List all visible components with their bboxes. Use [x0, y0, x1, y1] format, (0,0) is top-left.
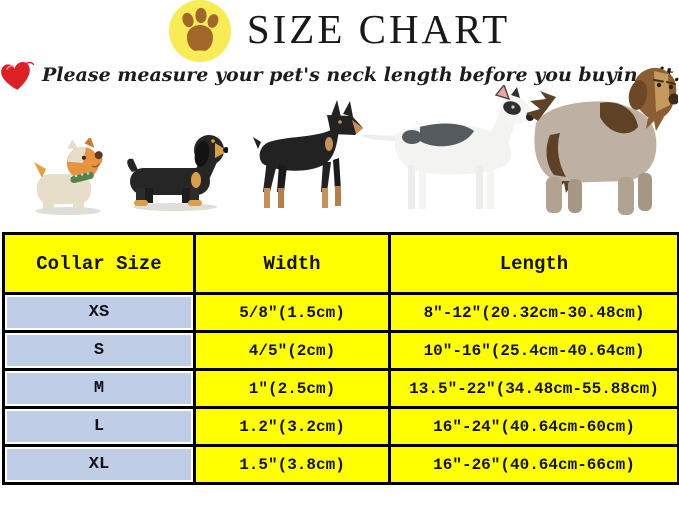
- page-title: SIZE CHART: [246, 6, 511, 52]
- width-cell: 4/5"(2cm): [193, 330, 391, 371]
- length-cell: 8"-12"(20.32cm-30.48cm): [388, 292, 679, 333]
- length-cell: 10"-16"(25.4cm-40.64cm): [388, 330, 679, 371]
- size-chart-table: Collar Size Width Length XS 5/8"(1.5cm) …: [2, 232, 679, 485]
- table-row-s: S 4/5"(2cm) 10"-16"(25.4cm-40.64cm): [2, 330, 679, 371]
- table-row-xs: XS 5/8"(1.5cm) 8"-12"(20.32cm-30.48cm): [2, 292, 679, 333]
- width-cell: 1.5"(3.8cm): [193, 444, 391, 485]
- column-header-width: Width: [193, 232, 391, 295]
- width-cell: 1.2"(3.2cm): [193, 406, 391, 447]
- table-header-row: Collar Size Width Length: [2, 232, 679, 295]
- table-row-l: L 1.2"(3.2cm) 16"-24"(40.64cm-60cm): [2, 406, 679, 447]
- dachshund-illustration: [127, 135, 228, 211]
- column-header-length: Length: [388, 232, 679, 295]
- heart-icon: [1, 61, 35, 90]
- width-cell: 1"(2.5cm): [193, 368, 391, 409]
- table-row-m: M 1"(2.5cm) 13.5"-22"(34.48cm-55.88cm): [2, 368, 679, 409]
- notice-line: Please measure your pet's neck length be…: [0, 58, 679, 92]
- bull-terrier-illustration: [361, 85, 534, 209]
- size-cell: L: [2, 406, 196, 447]
- page-header: SIZE CHART: [0, 0, 679, 62]
- length-cell: 16"-26"(40.64cm-66cm): [388, 444, 679, 485]
- size-cell: S: [2, 330, 196, 371]
- width-cell: 5/8"(1.5cm): [193, 292, 391, 333]
- size-cell: XL: [2, 444, 196, 485]
- size-cell: XS: [2, 292, 196, 333]
- table-row-xl: XL 1.5"(3.8cm) 16"-26"(40.64cm-66cm): [2, 444, 679, 485]
- doberman-illustration: [253, 100, 363, 208]
- small-terrier-illustration: [34, 138, 103, 215]
- paw-icon: [168, 0, 231, 62]
- column-header-collar-size: Collar Size: [2, 232, 196, 295]
- notice-text: Please measure your pet's neck length be…: [41, 64, 679, 86]
- length-cell: 13.5"-22"(34.48cm-55.88cm): [388, 368, 679, 409]
- wirehaired-griffon-illustration: [526, 67, 678, 215]
- size-cell: M: [2, 368, 196, 409]
- length-cell: 16"-24"(40.64cm-60cm): [388, 406, 679, 447]
